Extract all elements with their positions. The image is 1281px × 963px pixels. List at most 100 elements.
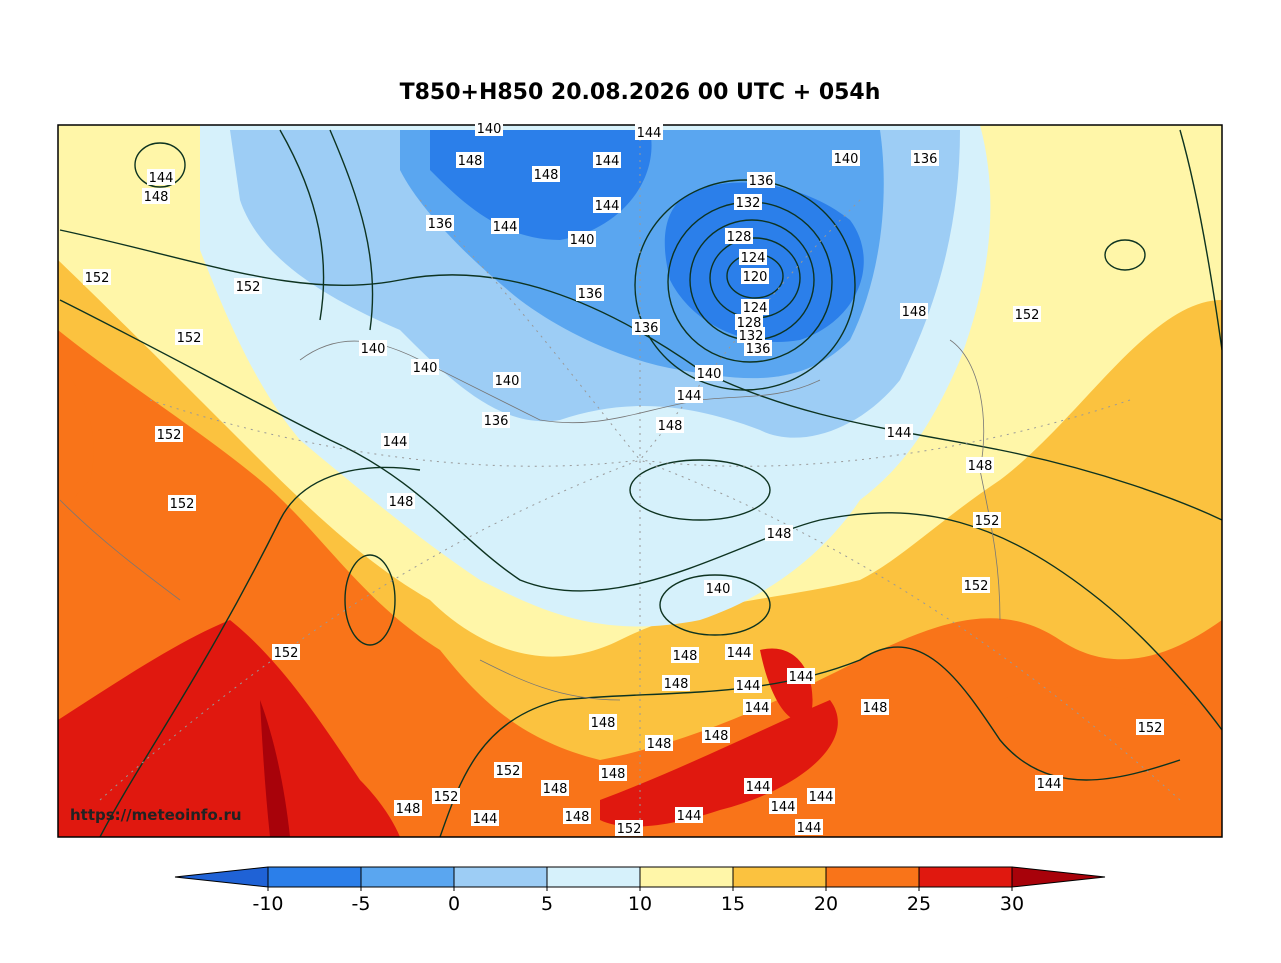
contour-label: 132 xyxy=(736,196,761,211)
contour-label: 144 xyxy=(595,154,620,169)
contour-label: 140 xyxy=(570,233,595,248)
contour-label-box xyxy=(744,778,772,794)
contour-label: 148 xyxy=(543,782,568,797)
contour-label-box xyxy=(359,340,387,356)
contour-label-box xyxy=(675,807,703,823)
contour-label: 144 xyxy=(727,646,752,661)
contour-label: 144 xyxy=(473,812,498,827)
contour-label-box xyxy=(662,675,690,691)
colorbar-bin xyxy=(453,866,548,888)
contour-label: 136 xyxy=(484,414,509,429)
contour-label-box xyxy=(765,525,793,541)
contour-label: 148 xyxy=(396,802,421,817)
contour-label-box xyxy=(635,124,663,140)
contour-label-box xyxy=(656,417,684,433)
contour-label-box xyxy=(494,762,522,778)
contour-label: 148 xyxy=(767,527,792,542)
contour-label-box xyxy=(962,577,990,593)
colorbar-tick-label: 5 xyxy=(541,893,553,915)
contour-label: 148 xyxy=(458,154,483,169)
contour-label: 148 xyxy=(664,677,689,692)
contour-label: 152 xyxy=(1015,308,1040,323)
contour-label: 140 xyxy=(697,367,722,382)
contour-label-box xyxy=(426,215,454,231)
contour-label-box xyxy=(787,668,815,684)
contour-label-box xyxy=(432,788,460,804)
contour-label-box xyxy=(1136,719,1164,735)
contour-label: 148 xyxy=(389,495,414,510)
colorbar-tick-label: 20 xyxy=(814,893,838,915)
contour-label: 152 xyxy=(85,271,110,286)
contour-label: 152 xyxy=(964,579,989,594)
contour-label-box xyxy=(900,303,928,319)
contour-label-box xyxy=(593,152,621,168)
contour-label-box xyxy=(411,359,439,375)
contour-label: 148 xyxy=(673,649,698,664)
contour-label-box xyxy=(795,819,823,835)
contour-label-box xyxy=(737,327,765,343)
contour-label: 124 xyxy=(743,301,768,316)
contour-label-box xyxy=(381,433,409,449)
contour-label: 144 xyxy=(637,126,662,141)
contour-label-box xyxy=(735,314,763,330)
contour-label-box xyxy=(695,365,723,381)
contour-label-box xyxy=(911,150,939,166)
contour-label: 148 xyxy=(968,459,993,474)
contour-label: 136 xyxy=(746,342,771,357)
contour-label-box xyxy=(747,172,775,188)
contour-label-box xyxy=(734,677,762,693)
contour-label-box xyxy=(593,197,621,213)
contour-label: 140 xyxy=(495,374,520,389)
contour-label-box xyxy=(541,780,569,796)
contour-label: 120 xyxy=(743,270,768,285)
colorbar-tick-label: 15 xyxy=(721,893,745,915)
contour-label-box xyxy=(563,808,591,824)
contour-label: 140 xyxy=(413,361,438,376)
contour-label: 136 xyxy=(634,321,659,336)
contour-label: 136 xyxy=(578,287,603,302)
contour-label: 152 xyxy=(177,331,202,346)
colorbar-bin xyxy=(825,866,920,888)
contour-label: 144 xyxy=(771,800,796,815)
contour-label: 152 xyxy=(170,497,195,512)
contour-label: 148 xyxy=(647,737,672,752)
contour-label: 152 xyxy=(496,764,521,779)
contour-label-box xyxy=(973,512,1001,528)
contour-label: 144 xyxy=(677,389,702,404)
contour-label-box xyxy=(832,150,860,166)
contour-label-box xyxy=(885,424,913,440)
contour-label: 144 xyxy=(493,220,518,235)
colorbar-tick-label: 0 xyxy=(448,893,460,915)
contour-label-box xyxy=(632,319,660,335)
contour-label: 144 xyxy=(383,435,408,450)
colorbar-bin xyxy=(267,866,362,888)
contour-label-box xyxy=(675,387,703,403)
contour-label-box xyxy=(83,269,111,285)
contour-label: 144 xyxy=(797,821,822,836)
contour-label-box xyxy=(482,412,510,428)
contour-label-box xyxy=(1013,306,1041,322)
contour-label-box xyxy=(671,647,699,663)
colorbar-tick-label: 25 xyxy=(907,893,931,915)
contour-label: 152 xyxy=(157,428,182,443)
contour-label: 144 xyxy=(677,809,702,824)
contour-label: 144 xyxy=(149,171,174,186)
colorbar-tick-label: 30 xyxy=(1000,893,1024,915)
contour-label-box xyxy=(155,426,183,442)
colorbar-bin xyxy=(918,866,1013,888)
contour-label: 144 xyxy=(887,426,912,441)
contour-label-box xyxy=(142,188,170,204)
colorbar-tick-label: -10 xyxy=(252,893,283,915)
contour-label-box xyxy=(387,493,415,509)
contour-label-box xyxy=(589,714,617,730)
contour-label: 144 xyxy=(1037,777,1062,792)
contour-label: 148 xyxy=(902,305,927,320)
contour-label: 148 xyxy=(704,729,729,744)
contour-label-box xyxy=(568,231,596,247)
contour-label-box xyxy=(475,120,503,136)
colorbar-extension-high xyxy=(1011,866,1106,888)
contour-label: 128 xyxy=(727,230,752,245)
contour-label: 148 xyxy=(565,810,590,825)
contour-label: 124 xyxy=(741,251,766,266)
contour-label: 140 xyxy=(477,122,502,137)
